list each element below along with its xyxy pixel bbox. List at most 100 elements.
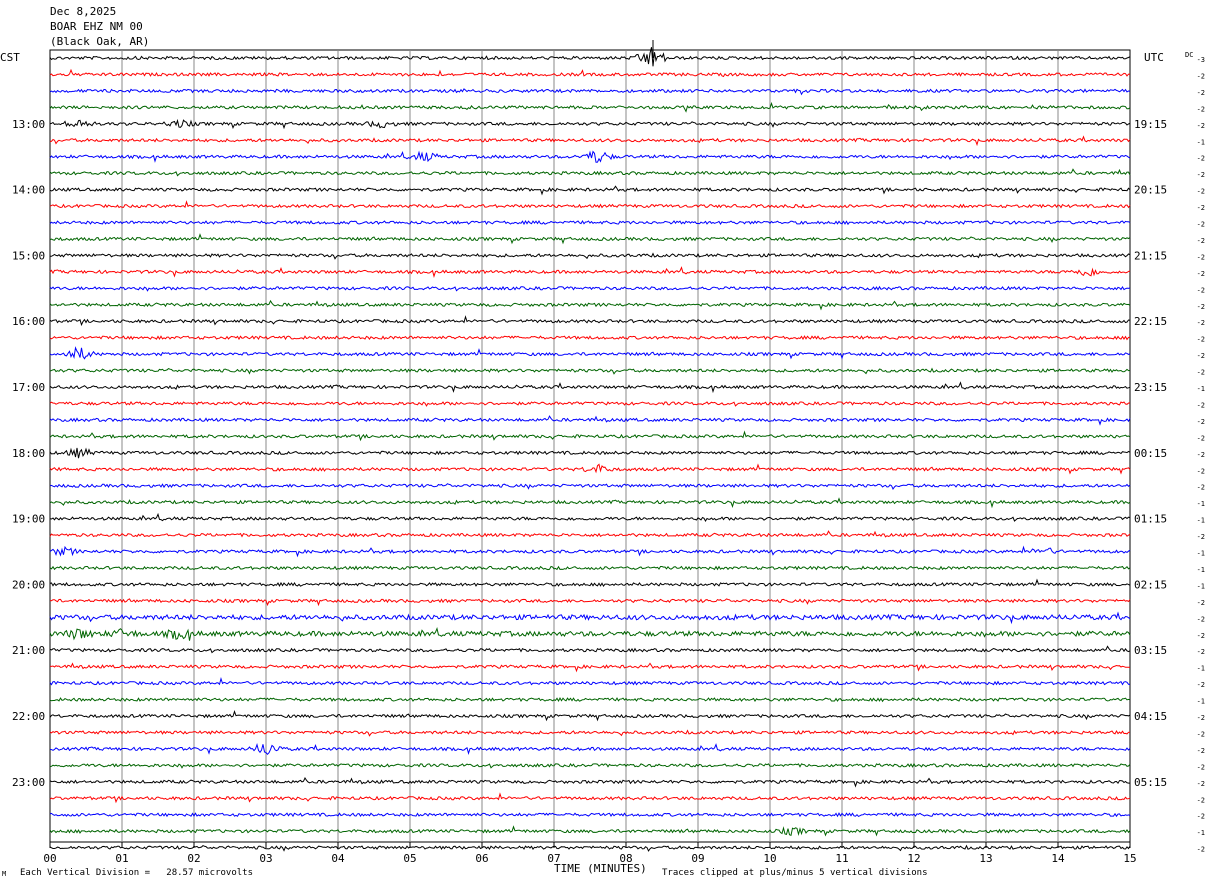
seismic-trace bbox=[49, 626, 1131, 641]
seismic-trace bbox=[49, 346, 1131, 360]
seismic-trace bbox=[49, 118, 1131, 130]
seismic-trace bbox=[49, 598, 1131, 607]
station-label: BOAR EHZ NM 00 bbox=[50, 20, 143, 33]
seismic-trace bbox=[49, 565, 1131, 571]
seismic-trace bbox=[49, 812, 1131, 818]
seismic-trace bbox=[49, 447, 1131, 459]
dc-offset-label: -1 bbox=[1197, 138, 1205, 146]
dc-offset-label: -2 bbox=[1197, 336, 1205, 344]
left-hour-label: 20:00 bbox=[12, 578, 45, 591]
dc-offset-label: -2 bbox=[1197, 615, 1205, 623]
left-hour-label: 14:00 bbox=[12, 184, 45, 197]
seismic-trace bbox=[49, 135, 1131, 147]
right-hour-label: 21:15 bbox=[1134, 249, 1167, 262]
right-timezone-label: UTC bbox=[1144, 51, 1164, 64]
seismic-trace bbox=[49, 776, 1130, 788]
seismic-trace bbox=[49, 825, 1131, 837]
seismic-trace bbox=[49, 219, 1131, 226]
dc-offset-label: -2 bbox=[1197, 632, 1205, 640]
dc-offset-label: -2 bbox=[1197, 467, 1205, 475]
x-tick-label: 15 bbox=[1123, 852, 1136, 865]
seismic-trace bbox=[49, 762, 1131, 769]
left-hour-label: 15:00 bbox=[12, 249, 45, 262]
dc-offset-label: -2 bbox=[1197, 533, 1205, 541]
dc-offset-label: -1 bbox=[1197, 829, 1205, 837]
seismic-trace bbox=[49, 88, 1131, 96]
seismic-trace bbox=[49, 200, 1131, 209]
dc-offset-label: -2 bbox=[1197, 155, 1205, 163]
dc-offset-label: -1 bbox=[1197, 517, 1205, 525]
x-tick-label: 02 bbox=[187, 852, 200, 865]
x-axis-title: TIME (MINUTES) bbox=[554, 862, 647, 875]
dc-offset-label: -1 bbox=[1197, 500, 1205, 508]
right-hour-label: 04:15 bbox=[1134, 710, 1167, 723]
dc-offset-label: -2 bbox=[1197, 303, 1205, 311]
left-hour-label: 19:00 bbox=[12, 513, 45, 526]
right-hour-label: 23:15 bbox=[1134, 381, 1167, 394]
x-tick-label: 01 bbox=[115, 852, 128, 865]
dc-offset-label: -2 bbox=[1197, 237, 1205, 245]
dc-offset-label: -2 bbox=[1197, 451, 1205, 459]
seismic-trace bbox=[49, 401, 1131, 407]
dc-offset-label: -2 bbox=[1197, 599, 1205, 607]
corner-mark: M bbox=[2, 870, 7, 878]
left-timezone-label: CST bbox=[0, 51, 20, 64]
dc-offset-label: -2 bbox=[1197, 418, 1205, 426]
seismic-trace bbox=[49, 68, 1131, 78]
seismic-trace bbox=[49, 47, 1131, 67]
right-hour-label: 05:15 bbox=[1134, 776, 1167, 789]
dc-offset-label: -2 bbox=[1197, 270, 1205, 278]
seismic-trace bbox=[49, 168, 1131, 177]
dc-offset-label: -2 bbox=[1197, 763, 1205, 771]
x-tick-label: 10 bbox=[763, 852, 776, 865]
seismic-trace bbox=[49, 483, 1131, 490]
seismic-trace bbox=[49, 101, 1131, 113]
left-hour-label: 22:00 bbox=[12, 710, 45, 723]
seismic-trace bbox=[49, 662, 1131, 673]
dc-offset-label: -2 bbox=[1197, 434, 1205, 442]
x-tick-label: 12 bbox=[907, 852, 920, 865]
dc-offset-label: -2 bbox=[1197, 221, 1205, 229]
dc-offset-label: -2 bbox=[1197, 204, 1205, 212]
left-hour-label: 18:00 bbox=[12, 447, 45, 460]
x-tick-label: 07 bbox=[547, 852, 560, 865]
dc-offset-label: -2 bbox=[1197, 484, 1205, 492]
clip-footnote: Traces clipped at plus/minus 5 vertical … bbox=[662, 868, 928, 878]
seismic-trace bbox=[49, 315, 1131, 327]
seismic-trace bbox=[49, 430, 1131, 442]
dc-offset-label: -1 bbox=[1197, 582, 1205, 590]
left-hour-label: 17:00 bbox=[12, 381, 45, 394]
seismic-trace bbox=[49, 743, 1131, 756]
seismic-trace bbox=[49, 530, 1131, 538]
dc-offset-label: -2 bbox=[1197, 72, 1205, 80]
seismic-trace bbox=[49, 233, 1131, 245]
seismic-trace bbox=[49, 844, 1131, 852]
seismic-trace bbox=[49, 367, 1131, 375]
seismic-trace bbox=[49, 150, 1131, 163]
location-label: (Black Oak, AR) bbox=[50, 35, 150, 48]
dc-offset-label: -1 bbox=[1197, 566, 1205, 574]
seismic-trace bbox=[49, 710, 1131, 722]
x-tick-label: 11 bbox=[835, 852, 848, 865]
right-hour-label: 02:15 bbox=[1134, 578, 1167, 591]
dc-offset-label: -2 bbox=[1197, 813, 1205, 821]
dc-offset-label: -2 bbox=[1197, 648, 1205, 656]
seismic-trace bbox=[49, 792, 1131, 804]
right-hour-label: 01:15 bbox=[1134, 513, 1167, 526]
dc-offset-label: -1 bbox=[1197, 698, 1205, 706]
plot-frame bbox=[49, 49, 1131, 843]
dc-offset-label: -2 bbox=[1197, 171, 1205, 179]
seismic-trace bbox=[50, 252, 1131, 260]
dc-offset-label: -2 bbox=[1197, 319, 1205, 327]
x-tick-label: 14 bbox=[1051, 852, 1065, 865]
seismic-trace bbox=[49, 545, 1131, 558]
seismic-trace bbox=[49, 645, 1131, 654]
right-hour-label: 19:15 bbox=[1134, 118, 1167, 131]
dc-offset-label: -2 bbox=[1197, 714, 1205, 722]
seismic-trace bbox=[49, 729, 1131, 737]
seismic-trace bbox=[49, 185, 1131, 196]
dc-offset-label: -1 bbox=[1197, 550, 1205, 558]
dc-label: DC bbox=[1185, 51, 1193, 59]
seismic-trace bbox=[49, 381, 1131, 394]
seismic-trace bbox=[49, 335, 1130, 341]
